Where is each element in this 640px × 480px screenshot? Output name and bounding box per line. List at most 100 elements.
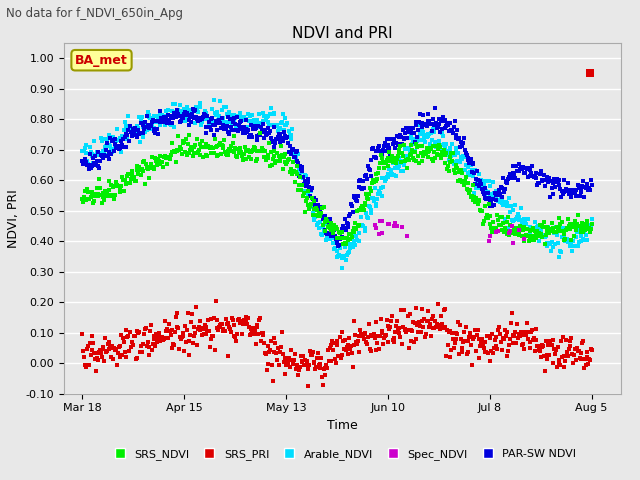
- Point: [414, 118, 424, 126]
- Point: [197, 118, 207, 125]
- Point: [204, 144, 214, 151]
- Point: [246, 117, 257, 124]
- Point: [508, 240, 518, 247]
- Point: [192, 106, 202, 114]
- Point: [487, 330, 497, 337]
- Point: [584, 356, 595, 363]
- Point: [170, 111, 180, 119]
- Point: [252, 321, 262, 328]
- Point: [215, 140, 225, 147]
- Point: [304, 205, 314, 213]
- Point: [221, 320, 232, 327]
- Point: [507, 216, 517, 224]
- Point: [79, 156, 90, 163]
- Point: [531, 230, 541, 238]
- Point: [567, 350, 577, 358]
- Point: [470, 326, 480, 334]
- Point: [371, 154, 381, 162]
- Point: [445, 327, 456, 335]
- Point: [309, 215, 319, 222]
- Point: [148, 164, 158, 171]
- Point: [430, 105, 440, 112]
- Point: [570, 222, 580, 229]
- Point: [386, 317, 396, 324]
- Point: [559, 237, 570, 244]
- Point: [104, 338, 115, 346]
- Point: [551, 228, 561, 236]
- Point: [172, 147, 182, 155]
- Point: [532, 181, 542, 189]
- Point: [267, 137, 277, 144]
- Point: [479, 194, 490, 202]
- Point: [109, 345, 120, 353]
- Point: [221, 315, 231, 323]
- Point: [487, 202, 497, 210]
- Point: [143, 108, 153, 116]
- Point: [288, 360, 298, 368]
- Point: [81, 361, 92, 369]
- Point: [146, 160, 156, 168]
- Point: [358, 336, 369, 343]
- Point: [386, 154, 396, 162]
- Point: [371, 346, 381, 354]
- Point: [290, 153, 300, 161]
- Point: [130, 178, 140, 185]
- Point: [333, 234, 343, 241]
- Point: [384, 144, 394, 152]
- Point: [370, 334, 380, 342]
- Point: [460, 166, 470, 174]
- Point: [158, 116, 168, 124]
- Point: [136, 342, 146, 349]
- Point: [229, 114, 239, 122]
- Point: [136, 119, 146, 127]
- Point: [444, 128, 454, 135]
- Point: [326, 233, 336, 241]
- Point: [427, 127, 437, 134]
- Point: [264, 130, 275, 137]
- Point: [237, 117, 247, 124]
- Point: [221, 151, 231, 158]
- Point: [292, 170, 303, 178]
- Point: [84, 189, 95, 196]
- Point: [101, 142, 111, 150]
- Point: [509, 171, 520, 179]
- Point: [423, 148, 433, 156]
- Point: [437, 125, 447, 133]
- Point: [480, 348, 490, 356]
- Point: [102, 151, 113, 159]
- Point: [115, 184, 125, 192]
- Point: [444, 328, 454, 336]
- Point: [435, 144, 445, 152]
- Point: [262, 342, 273, 350]
- Point: [468, 167, 479, 174]
- Point: [308, 348, 318, 356]
- Point: [518, 346, 529, 353]
- Point: [201, 129, 211, 136]
- Point: [276, 142, 286, 150]
- Point: [482, 211, 492, 219]
- Point: [391, 159, 401, 167]
- Point: [278, 137, 288, 144]
- Point: [244, 117, 254, 125]
- Point: [239, 143, 250, 151]
- Point: [414, 319, 424, 326]
- Point: [135, 348, 145, 356]
- Point: [136, 166, 147, 173]
- Point: [507, 174, 517, 182]
- Point: [513, 161, 524, 168]
- Point: [122, 143, 132, 151]
- Point: [238, 129, 248, 137]
- Point: [148, 125, 159, 132]
- Point: [526, 227, 536, 234]
- Point: [146, 125, 156, 132]
- Point: [542, 242, 552, 250]
- Point: [524, 172, 534, 180]
- Point: [351, 196, 361, 204]
- Point: [545, 193, 555, 201]
- Point: [417, 125, 428, 133]
- Point: [420, 121, 430, 129]
- Point: [298, 181, 308, 189]
- Point: [253, 147, 264, 155]
- Point: [273, 157, 283, 165]
- Point: [224, 130, 234, 138]
